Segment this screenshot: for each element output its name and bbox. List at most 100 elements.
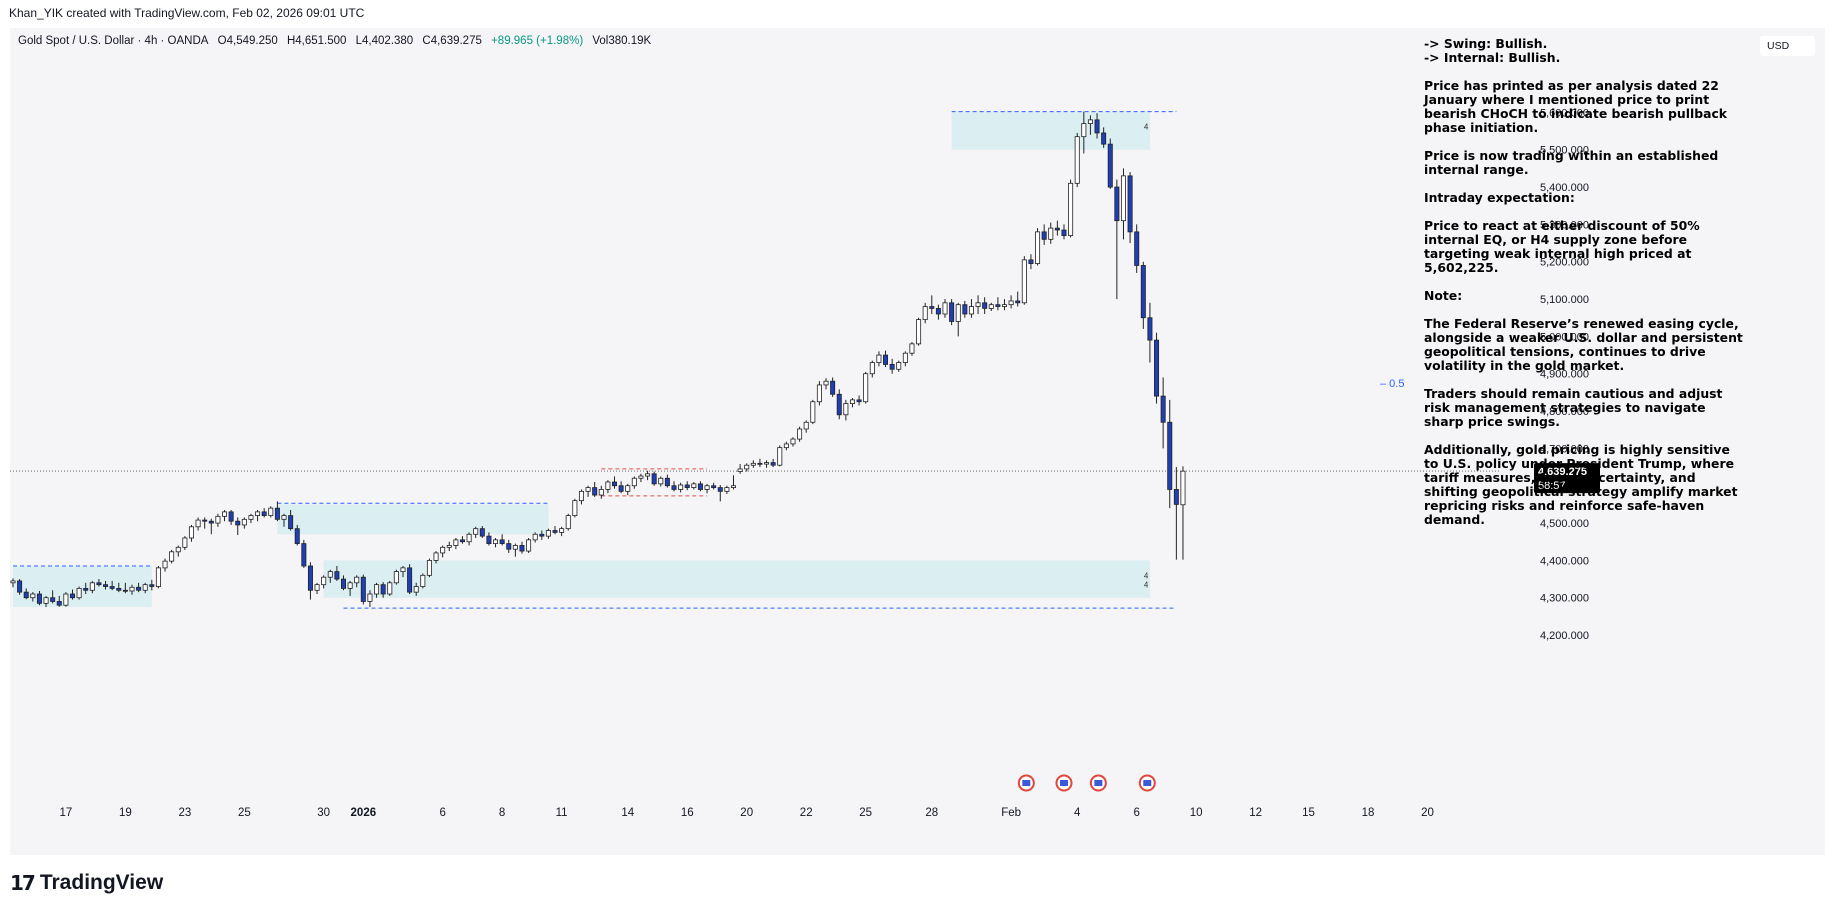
- x-tick-label: 25: [238, 807, 251, 819]
- analysis-notes: -> Swing: Bullish. -> Internal: Bullish.…: [1424, 37, 1744, 541]
- zone-marker: 4: [1144, 123, 1149, 132]
- y-tick-label: 5,300.000: [1540, 219, 1589, 231]
- candle-body: [856, 399, 862, 403]
- legend-low: L4,402.380: [355, 35, 414, 47]
- candle-body: [737, 468, 743, 472]
- candle-body: [684, 484, 690, 488]
- candle-body: [1035, 231, 1041, 265]
- legend-symbol[interactable]: Gold Spot / U.S. Dollar · 4h · OANDA: [18, 35, 209, 47]
- candle-body: [711, 485, 717, 489]
- candle-body: [1028, 259, 1034, 265]
- candle-body: [552, 530, 558, 533]
- candle-body: [433, 552, 439, 561]
- candle-body: [1173, 489, 1179, 505]
- candle-body: [697, 483, 703, 490]
- candle-body: [1127, 175, 1133, 233]
- candle-body: [354, 576, 360, 584]
- candle-body: [63, 593, 69, 606]
- zone-marker: 4: [1144, 571, 1149, 580]
- candle-body: [1107, 143, 1113, 188]
- candle-body: [255, 511, 261, 517]
- y-tick-label: 4,200.000: [1540, 630, 1589, 642]
- candle-body: [288, 515, 294, 530]
- y-tick-label: 5,500.000: [1540, 145, 1589, 157]
- candle-body: [407, 567, 413, 593]
- candle-body: [334, 571, 340, 580]
- x-tick-label: 28: [925, 807, 938, 819]
- candle-body: [664, 477, 670, 487]
- legend-open: O4,549.250: [217, 35, 278, 47]
- candle-body: [89, 582, 95, 591]
- legend-close: C4,639.275: [422, 35, 482, 47]
- candle-body: [96, 582, 102, 586]
- candle-body: [545, 530, 551, 537]
- candle-body: [955, 304, 961, 322]
- candle-body: [618, 485, 624, 492]
- x-tick-label: 8: [499, 807, 505, 819]
- event-flag-icon: [1094, 780, 1103, 786]
- candle-body: [896, 362, 902, 370]
- candle-body: [770, 462, 776, 466]
- legend-high: H4,651.500: [286, 35, 347, 47]
- note-policy: Additionally, gold pricing is highly sen…: [1424, 442, 1738, 527]
- currency-button[interactable]: USD: [1760, 36, 1815, 56]
- price-chart[interactable]: 444– 0.54,200.0004,300.0004,400.0004,500…: [10, 28, 1825, 855]
- x-tick-label: 12: [1249, 807, 1262, 819]
- candle-body: [1120, 175, 1126, 222]
- x-tick-label: 16: [681, 807, 694, 819]
- candle-body: [1154, 339, 1160, 397]
- candle-body: [1081, 123, 1087, 138]
- y-tick-label: 4,900.000: [1540, 369, 1589, 381]
- candle-body: [612, 481, 618, 487]
- candle-body: [493, 539, 499, 545]
- candle-body: [76, 588, 82, 599]
- candle-body: [241, 518, 247, 526]
- note-internal: -> Internal: Bullish.: [1424, 50, 1561, 65]
- candle-body: [473, 528, 479, 535]
- candle-body: [625, 485, 631, 492]
- candle-body: [968, 306, 974, 315]
- eq-label: – 0.5: [1380, 378, 1404, 390]
- candle-body: [215, 515, 221, 524]
- candle-body: [103, 584, 109, 587]
- candle-body: [962, 304, 968, 315]
- candle-body: [1114, 186, 1120, 222]
- candle-body: [109, 586, 115, 589]
- candle-body: [142, 584, 148, 591]
- candle-body: [797, 428, 803, 440]
- candle-body: [314, 584, 320, 591]
- candle-body: [803, 421, 809, 430]
- candle-body: [321, 576, 327, 586]
- candle-body: [1015, 300, 1021, 304]
- x-tick-label: Feb: [1001, 807, 1021, 819]
- candle-body: [440, 546, 446, 554]
- candle-body: [17, 580, 23, 593]
- candle-body: [658, 477, 664, 485]
- x-tick-label: 22: [800, 807, 813, 819]
- mid-zone: [277, 504, 549, 535]
- candle-body: [1061, 229, 1067, 236]
- x-tick-label: 2026: [351, 807, 377, 819]
- candle-body: [43, 597, 49, 604]
- candle-body: [149, 584, 155, 587]
- candle-body: [790, 438, 796, 445]
- candle-body: [235, 520, 241, 526]
- candle-body: [1041, 231, 1047, 240]
- candle-body: [730, 485, 736, 489]
- y-tick-label: 4,700.000: [1540, 443, 1589, 455]
- x-tick-label: 6: [439, 807, 445, 819]
- candle-body: [598, 489, 604, 496]
- last-price-label: 4,639.275: [1538, 466, 1587, 478]
- tradingview-footer[interactable]: 17 TradingView: [10, 871, 163, 895]
- candle-body: [1074, 136, 1080, 184]
- candle-body: [162, 560, 168, 569]
- candle-body: [982, 302, 988, 309]
- candle-body: [228, 511, 234, 522]
- note-expectation: Price to react at either discount of 50%…: [1424, 218, 1700, 275]
- x-tick-label: 15: [1302, 807, 1315, 819]
- candle-body: [512, 545, 518, 550]
- candle-body: [810, 401, 816, 423]
- candle-body: [10, 580, 16, 584]
- candle-body: [222, 511, 228, 517]
- candle-body: [578, 490, 584, 502]
